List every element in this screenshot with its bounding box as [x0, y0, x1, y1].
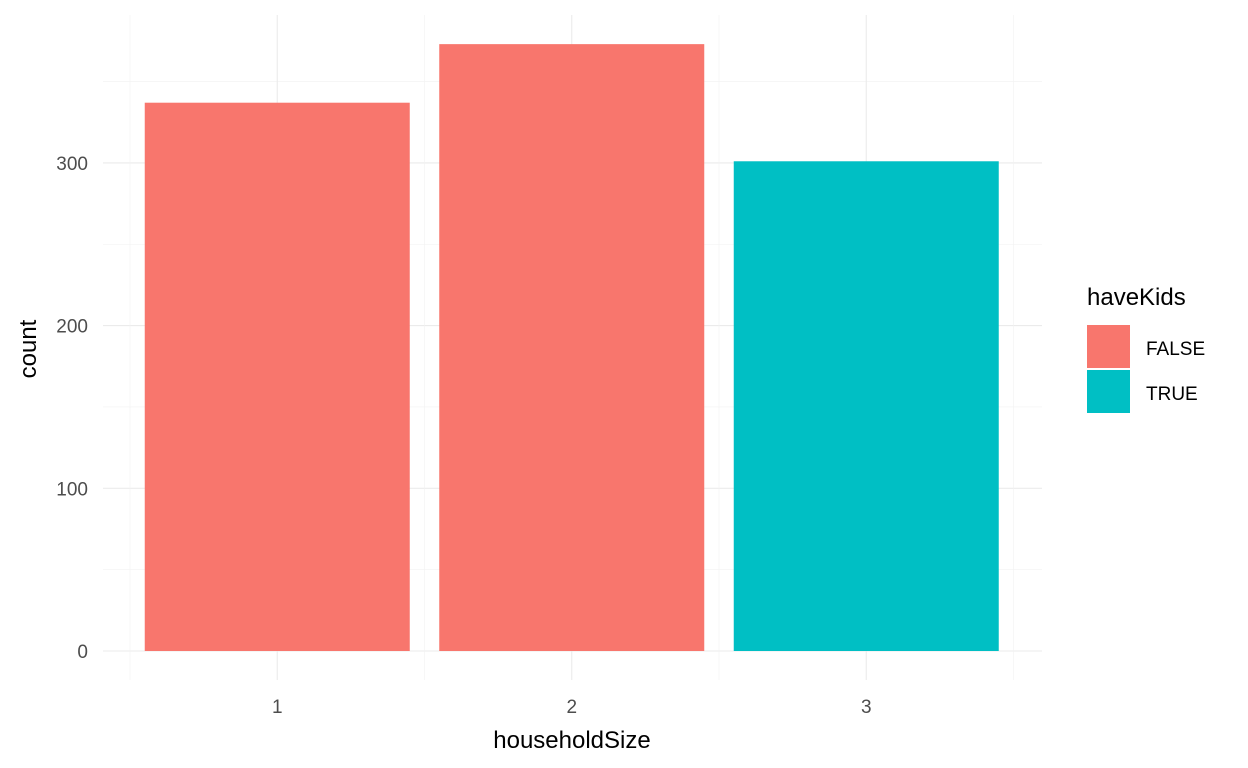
x-tick-label: 1: [272, 697, 283, 718]
legend: haveKids FALSE TRUE: [1087, 284, 1205, 413]
legend-key-true: [1087, 370, 1130, 413]
bars: [144, 44, 999, 652]
legend-title: haveKids: [1087, 284, 1186, 311]
y-tick-label: 100: [56, 479, 88, 500]
x-tick-label: 3: [861, 697, 872, 718]
bar-1: [144, 102, 410, 652]
legend-label-true: TRUE: [1146, 384, 1198, 405]
x-axis-title: householdSize: [493, 727, 650, 754]
x-tick-label: 2: [566, 697, 577, 718]
y-tick-label: 200: [56, 317, 88, 338]
y-tick-label: 300: [56, 154, 88, 175]
bar-2: [439, 44, 705, 651]
legend-key-false: [1087, 325, 1130, 368]
bar-3: [733, 161, 999, 651]
x-axis-ticks: 1 2 3: [272, 697, 872, 718]
y-axis-title: count: [15, 319, 42, 378]
y-axis-ticks: 0 100 200 300: [56, 154, 88, 663]
y-tick-label: 0: [77, 642, 88, 663]
legend-label-false: FALSE: [1146, 339, 1205, 360]
